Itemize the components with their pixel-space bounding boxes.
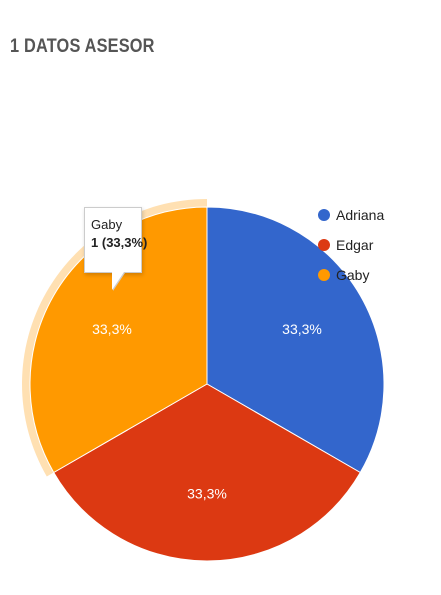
pie-slice-edgar[interactable] [53, 383, 361, 562]
slice-label-adriana: 33,3% [282, 321, 322, 337]
tooltip-category: Gaby [91, 217, 123, 232]
chart-title: 1 DATOS ASESOR [10, 36, 155, 57]
tooltip-value-line: 1 (33,3%) [91, 234, 147, 252]
chart-legend: Adriana Edgar Gaby [318, 200, 384, 290]
legend-label-edgar: Edgar [336, 237, 374, 253]
legend-label-gaby: Gaby [336, 267, 370, 283]
legend-label-adriana: Adriana [336, 207, 385, 223]
slice-label-edgar: 33,3% [187, 486, 227, 502]
pie-slice-adriana[interactable] [206, 206, 385, 474]
legend-item-gaby[interactable]: Gaby [318, 260, 384, 290]
tooltip-value: 1 [91, 235, 99, 250]
legend-swatch-gaby [318, 269, 330, 281]
slice-label-gaby: 33,3% [92, 321, 132, 337]
tooltip-pointer [112, 272, 124, 290]
legend-item-adriana[interactable]: Adriana [318, 200, 384, 230]
chart-tooltip: Gaby 1 (33,3%) [84, 207, 147, 273]
legend-item-edgar[interactable]: Edgar [318, 230, 384, 260]
legend-swatch-adriana [318, 209, 330, 221]
tooltip-percent: (33,3%) [101, 235, 148, 250]
legend-swatch-edgar [318, 239, 330, 251]
pie-slice-gaby[interactable] [29, 206, 208, 474]
